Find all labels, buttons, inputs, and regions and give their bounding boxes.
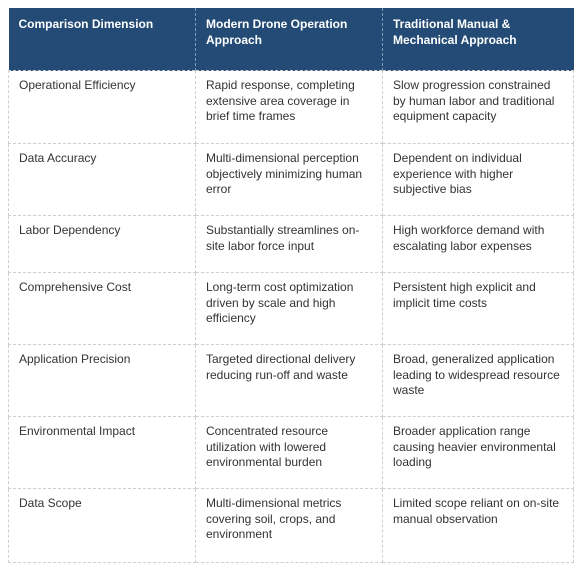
table-cell: Multi-dimensional perception objectively… xyxy=(195,143,383,216)
table-cell: Data Scope xyxy=(8,488,196,563)
header-cell: Traditional Manual & Mechanical Approach xyxy=(382,8,574,71)
table-cell: Limited scope reliant on on-site manual … xyxy=(382,488,574,563)
table-header: Comparison Dimension Modern Drone Operati… xyxy=(8,8,574,71)
table-row: Operational Efficiency Rapid response, co… xyxy=(8,70,574,144)
table-cell: Broader application range causing heavie… xyxy=(382,416,574,489)
table-cell: Persistent high explicit and implicit ti… xyxy=(382,272,574,345)
table-body: Operational Efficiency Rapid response, co… xyxy=(8,70,574,563)
table-cell: Labor Dependency xyxy=(8,215,196,273)
table-cell: Multi-dimensional metrics covering soil,… xyxy=(195,488,383,563)
table-cell: Environmental Impact xyxy=(8,416,196,489)
table-row: Data Scope Multi-dimensional metrics cove… xyxy=(8,488,574,563)
table-cell: High workforce demand with escalating la… xyxy=(382,215,574,273)
header-cell: Modern Drone Operation Approach xyxy=(195,8,383,71)
table-row: Data Accuracy Multi-dimensional perceptio… xyxy=(8,143,574,216)
table-cell: Long-term cost optimization driven by sc… xyxy=(195,272,383,345)
table-row: Environmental Impact Concentrated resourc… xyxy=(8,416,574,489)
table-cell: Dependent on individual experience with … xyxy=(382,143,574,216)
table-cell: Broad, generalized application leading t… xyxy=(382,344,574,417)
table-row: Application Precision Targeted directiona… xyxy=(8,344,574,417)
table-cell: Rapid response, completing extensive are… xyxy=(195,70,383,144)
header-row: Comparison Dimension Modern Drone Operati… xyxy=(8,8,574,71)
table-row: Labor Dependency Substantially streamline… xyxy=(8,215,574,273)
table-cell: Concentrated resource utilization with l… xyxy=(195,416,383,489)
table-cell: Slow progression constrained by human la… xyxy=(382,70,574,144)
table-cell: Data Accuracy xyxy=(8,143,196,216)
table-cell: Application Precision xyxy=(8,344,196,417)
header-cell: Comparison Dimension xyxy=(8,8,196,71)
table-cell: Operational Efficiency xyxy=(8,70,196,144)
table-cell: Targeted directional delivery reducing r… xyxy=(195,344,383,417)
table-cell: Comprehensive Cost xyxy=(8,272,196,345)
table-row: Comprehensive Cost Long-term cost optimiz… xyxy=(8,272,574,345)
table-cell: Substantially streamlines on-site labor … xyxy=(195,215,383,273)
comparison-table: Comparison Dimension Modern Drone Operati… xyxy=(8,8,574,563)
